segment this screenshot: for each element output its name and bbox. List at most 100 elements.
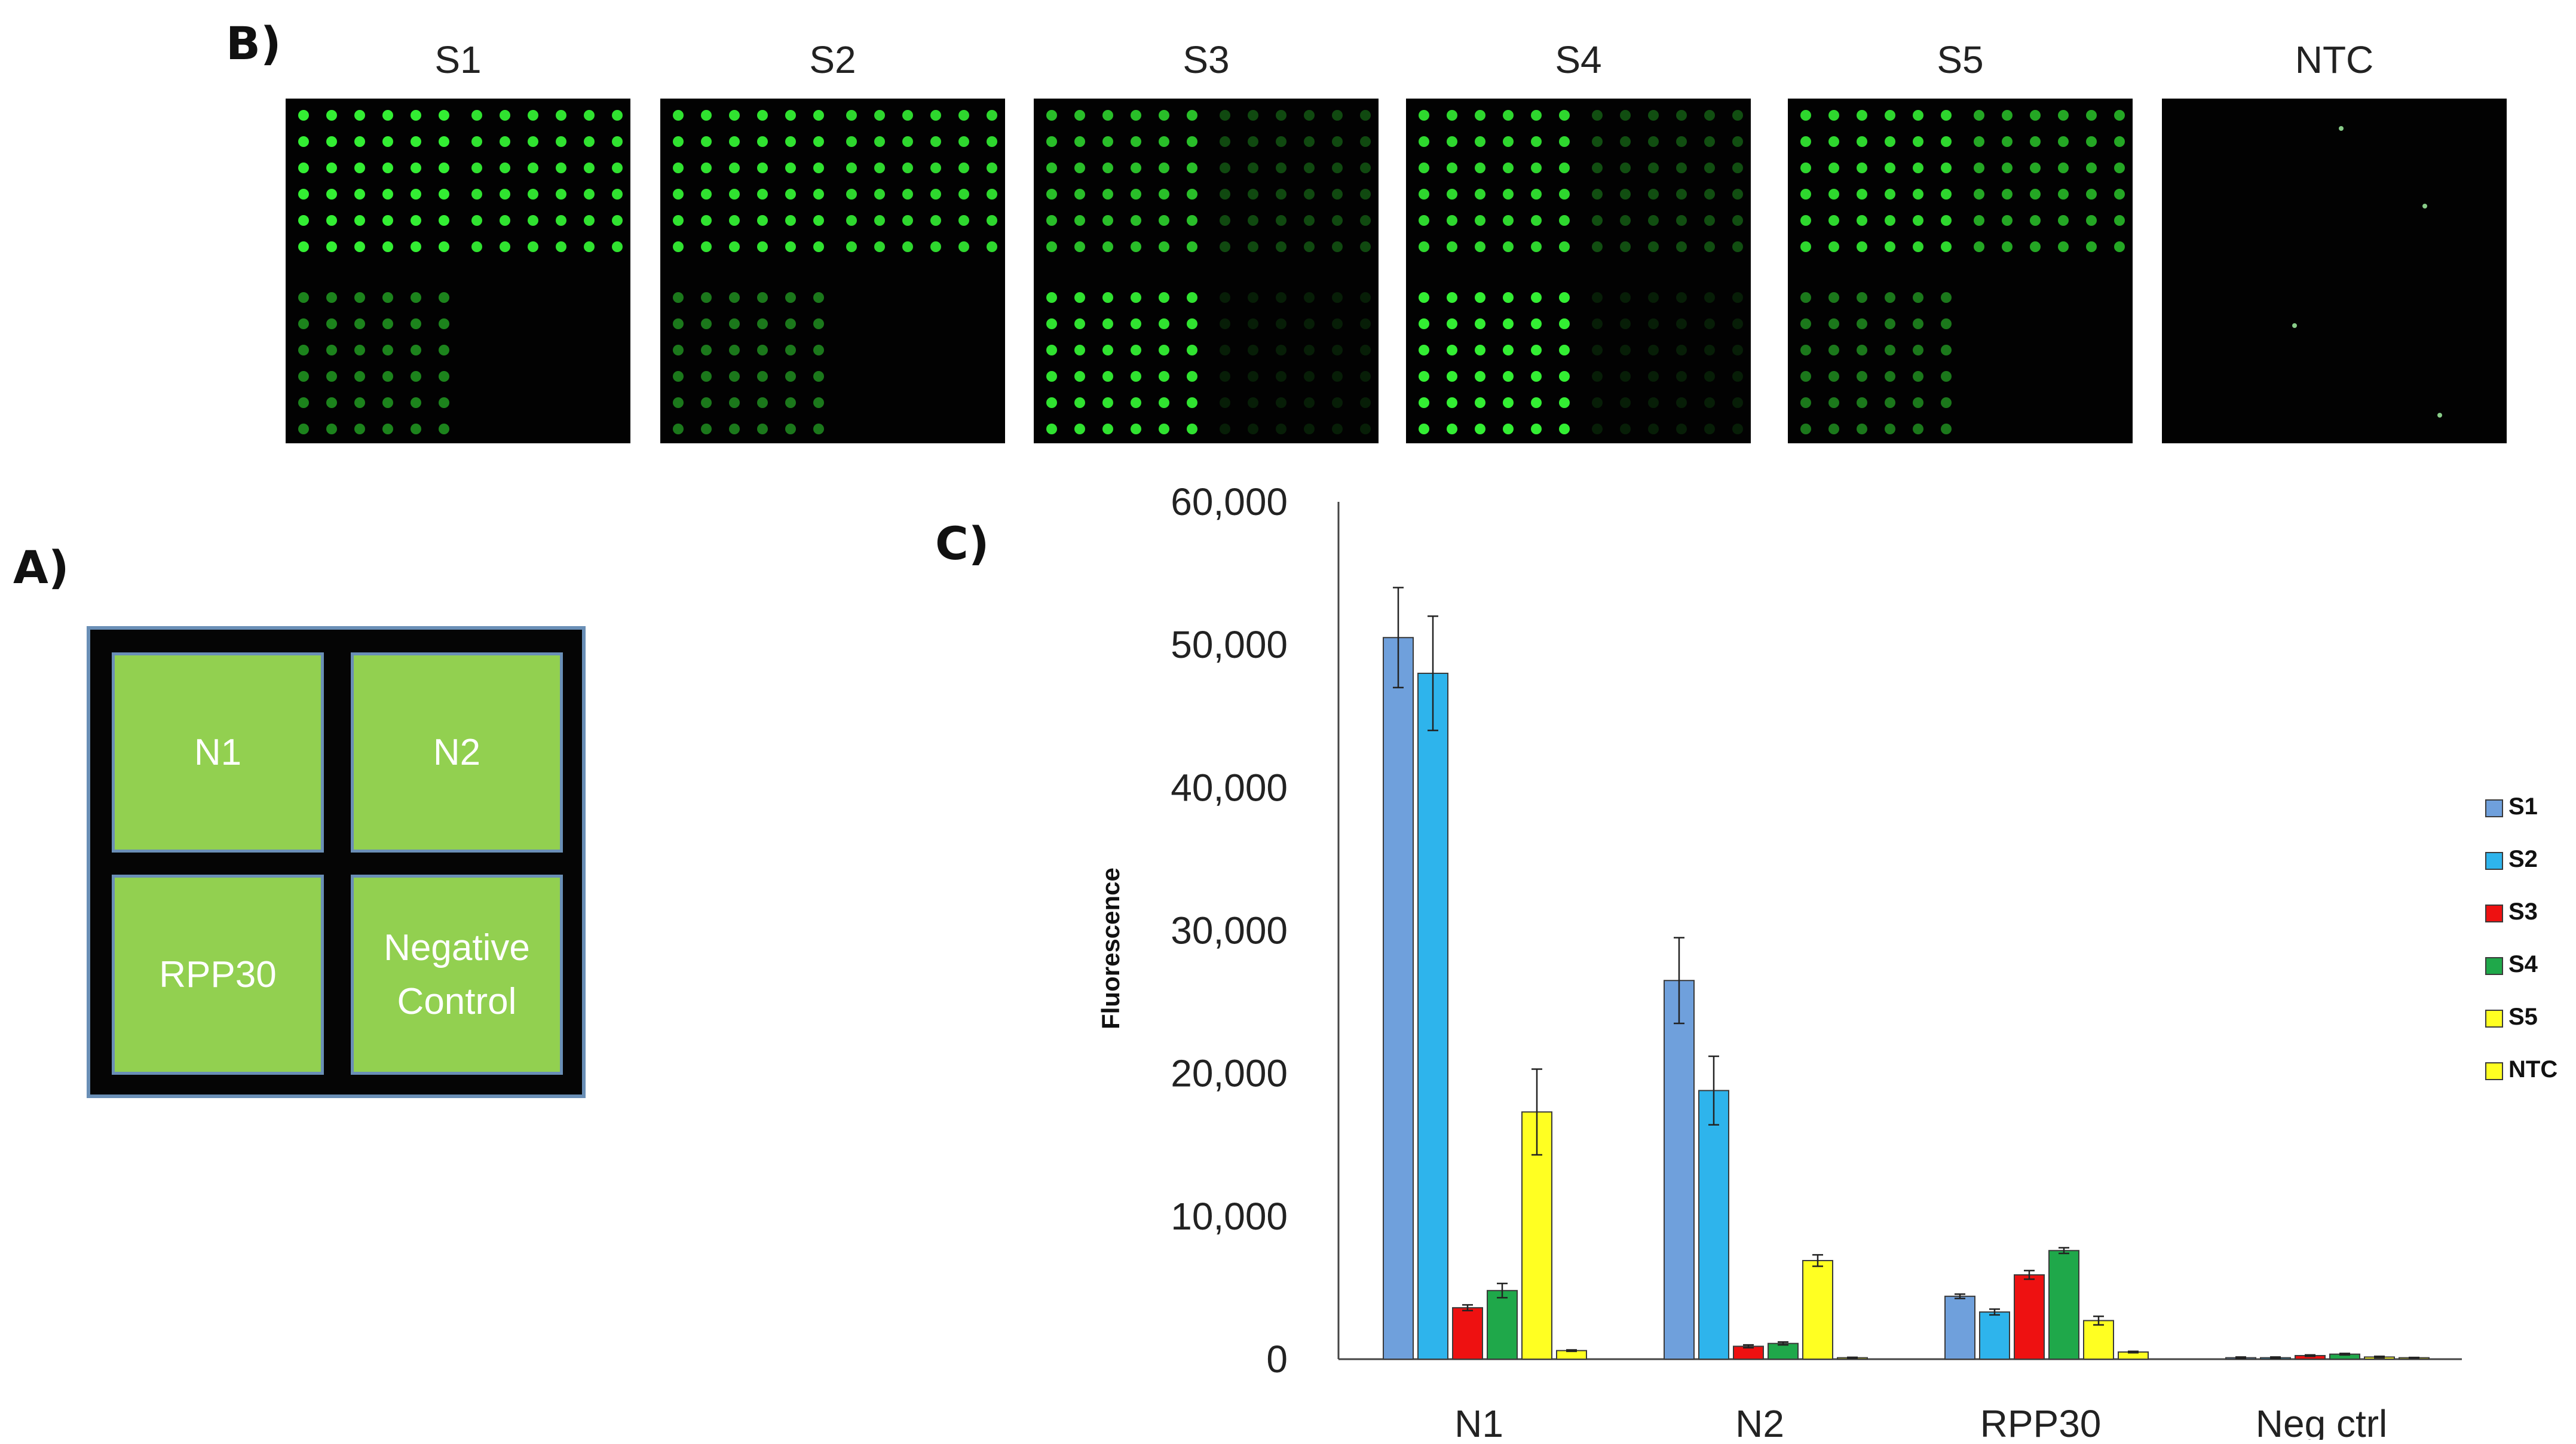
fluorescent-spot <box>874 241 885 252</box>
fluorescent-spot <box>2058 215 2069 226</box>
fluorescent-spot <box>382 397 393 408</box>
fluorescent-spot <box>1676 189 1687 200</box>
fluorescent-spot <box>298 163 309 173</box>
fluorescent-spot <box>1941 318 1952 329</box>
image-title: S3 <box>1183 38 1230 81</box>
fluorescent-spot <box>411 241 421 252</box>
layout-cell-negative-control: Negative Control <box>351 875 563 1075</box>
fluorescent-spot <box>1648 345 1659 355</box>
fluorescent-spot <box>326 110 337 121</box>
fluorescent-spot <box>1592 163 1603 173</box>
fluorescent-spot <box>729 397 740 408</box>
fluorescent-spot <box>1828 110 1839 121</box>
fluorescent-spot <box>411 345 421 355</box>
fluorescent-spot <box>584 189 595 200</box>
fluorescent-spot <box>1220 215 1230 226</box>
fluorescent-spot <box>1885 292 1895 303</box>
fluorescent-spot <box>382 371 393 382</box>
fluorescent-spot <box>1276 189 1287 200</box>
legend-swatch-s3 <box>2485 905 2503 922</box>
fluorescent-spot <box>1187 371 1197 382</box>
fluorescent-spot <box>411 163 421 173</box>
fluorescent-spot <box>2002 241 2013 252</box>
fluorescent-spot <box>1248 241 1258 252</box>
fluorescent-spot <box>1800 136 1811 147</box>
fluorescent-spot <box>326 424 337 434</box>
fluorescent-spot <box>2030 241 2041 252</box>
fluorescent-spot <box>1102 318 1113 329</box>
image-title: S4 <box>1555 38 1602 81</box>
fluorescent-spot <box>1885 241 1895 252</box>
fluorescence-image <box>2162 99 2507 443</box>
fluorescent-spot <box>1974 110 1984 121</box>
fluorescent-spot <box>987 110 997 121</box>
fluorescent-spot <box>1732 163 1743 173</box>
fluorescent-spot <box>1419 241 1429 252</box>
fluorescent-spot <box>1046 163 1057 173</box>
bar-s1-rpp30 <box>1944 1295 1975 1360</box>
fluorescent-spot <box>1304 136 1315 147</box>
fluorescent-spot <box>1732 345 1743 355</box>
fluorescent-spot <box>500 110 510 121</box>
fluorescent-spot <box>1046 345 1057 355</box>
y-tick-label: 20,000 <box>1171 1052 1288 1095</box>
fluorescent-spot <box>2002 189 2013 200</box>
fluorescent-speck <box>2422 204 2427 209</box>
fluorescent-spot <box>382 215 393 226</box>
fluorescent-spot <box>1559 136 1570 147</box>
fluorescent-spot <box>1419 292 1429 303</box>
fluorescent-spot <box>729 110 740 121</box>
fluorescent-spot <box>1941 424 1952 434</box>
fluorescent-spot <box>1475 215 1485 226</box>
fluorescent-spot <box>1159 241 1169 252</box>
fluorescent-spot <box>729 136 740 147</box>
fluorescent-speck <box>2292 323 2297 328</box>
panel-c-label: C) <box>935 517 990 570</box>
fluorescent-spot <box>874 163 885 173</box>
fluorescent-spot <box>729 345 740 355</box>
fluorescent-spot <box>1800 215 1811 226</box>
y-tick-label: 60,000 <box>1171 480 1288 523</box>
fluorescent-spot <box>1248 318 1258 329</box>
fluorescent-spot <box>1732 136 1743 147</box>
fluorescent-spot <box>1276 241 1287 252</box>
fluorescent-spot <box>411 110 421 121</box>
fluorescent-spot <box>1360 397 1371 408</box>
fluorescent-spot <box>1857 397 1867 408</box>
legend-label-s4: S4 <box>2508 951 2538 977</box>
fluorescent-spot <box>1732 189 1743 200</box>
fluorescent-spot <box>1559 345 1570 355</box>
fluorescent-spot <box>1676 163 1687 173</box>
fluorescent-spot <box>1475 371 1485 382</box>
fluorescent-spot <box>813 292 824 303</box>
fluorescent-spot <box>1248 371 1258 382</box>
fluorescent-spot <box>1531 163 1542 173</box>
fluorescent-spot <box>785 241 796 252</box>
fluorescent-spot <box>1800 241 1811 252</box>
fluorescent-spot <box>1102 241 1113 252</box>
fluorescent-spot <box>701 318 712 329</box>
fluorescent-spot <box>1276 424 1287 434</box>
fluorescent-spot <box>439 424 449 434</box>
fluorescent-spot <box>673 136 684 147</box>
error-bar <box>1462 1304 1473 1311</box>
error-bar <box>2235 1356 2246 1360</box>
fluorescent-spot <box>1419 318 1429 329</box>
fluorescent-spot <box>958 189 969 200</box>
bar-s4-n2 <box>1768 1342 1799 1360</box>
fluorescent-spot <box>757 215 768 226</box>
fluorescent-spot <box>1885 110 1895 121</box>
fluorescent-spot <box>1131 110 1141 121</box>
fluorescent-spot <box>785 163 796 173</box>
fluorescent-spot <box>1559 292 1570 303</box>
fluorescent-spot <box>1447 110 1457 121</box>
fluorescent-spot <box>1159 371 1169 382</box>
fluorescence-image <box>1034 99 1379 443</box>
fluorescent-spot <box>1046 136 1057 147</box>
fluorescent-spot <box>673 215 684 226</box>
fluorescent-spot <box>439 371 449 382</box>
image-panel-s2: S2 <box>660 33 1005 443</box>
fluorescent-spot <box>1857 345 1867 355</box>
error-bar <box>2093 1316 2104 1326</box>
fluorescent-spot <box>500 189 510 200</box>
